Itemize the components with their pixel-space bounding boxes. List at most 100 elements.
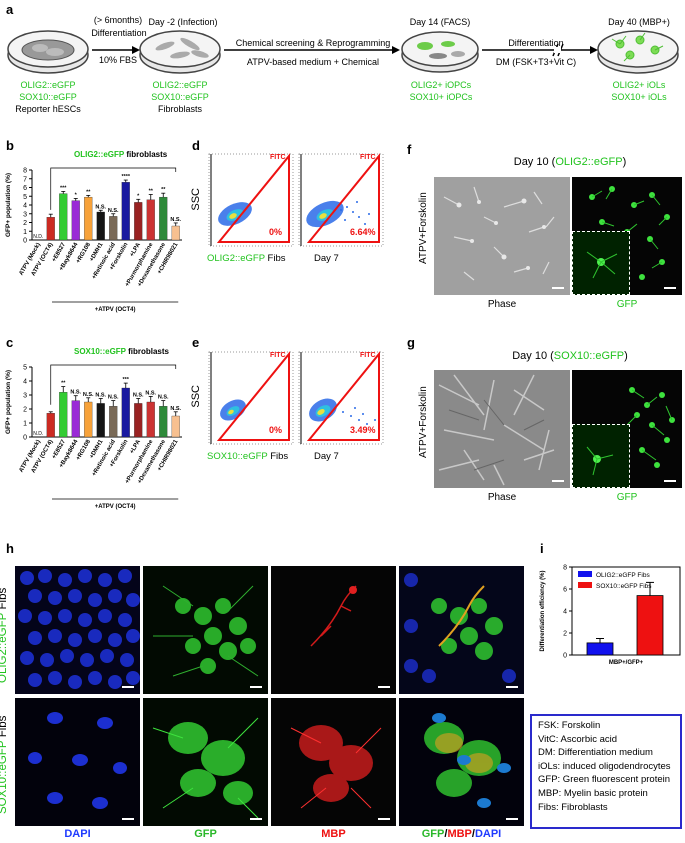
- scale-bar: [664, 287, 676, 289]
- bar: [46, 413, 55, 438]
- panel-label-g: g: [407, 335, 415, 350]
- bar: [134, 403, 143, 438]
- h-col-merge-label: GFP/MBP/DAPI: [421, 828, 502, 840]
- facs-e-plots: [208, 351, 384, 445]
- facs-e-right-label: Day 7: [314, 451, 339, 462]
- bar: [159, 196, 168, 241]
- abbrev-item: VitC: Ascorbic acid: [538, 733, 618, 745]
- panel-f-phase-label: Phase: [487, 299, 517, 310]
- bar: [84, 401, 93, 438]
- significance-label: ****: [121, 174, 130, 180]
- y-tick-label: 2: [563, 631, 567, 638]
- y-tick-label: 2: [23, 407, 27, 414]
- panel-label-h: h: [6, 541, 14, 556]
- abbrev-item: FSK: Forskolin: [538, 720, 601, 731]
- significance-label: N.D.: [33, 234, 43, 240]
- y-tick-label: 1: [23, 229, 27, 236]
- bar: [96, 211, 105, 241]
- y-tick-label: 1: [23, 421, 27, 428]
- significance-label: N.S.: [170, 217, 181, 223]
- significance-label: ***: [123, 377, 130, 383]
- facs-e-left-label: SOX10::eGFP Fibs: [207, 451, 289, 462]
- abbrev-item: GFP: Green fluorescent protein: [538, 774, 671, 786]
- panel-g-phase-image: [434, 370, 570, 488]
- y-tick-label: 4: [23, 379, 27, 386]
- y-tick-label: 6: [563, 587, 567, 594]
- dish-hescs: [7, 30, 89, 74]
- significance-label: **: [149, 189, 154, 195]
- scale-bar: [552, 287, 564, 289]
- bar: [59, 392, 68, 438]
- y-axis-label: Differentiation efficiency (%): [540, 570, 546, 651]
- legend-swatch: [578, 582, 592, 588]
- bar: [146, 401, 155, 438]
- h-sox10-gfp-image: [143, 698, 268, 826]
- h-olig2-gfp-image: [143, 566, 268, 694]
- facs-d-pct-right: 6.64%: [350, 227, 376, 237]
- significance-label: N.S.: [70, 390, 81, 396]
- step2-olig2: OLIG2::eGFP: [152, 80, 208, 90]
- step3-title: Day 14 (FACS): [409, 17, 471, 27]
- y-tick-label: 8: [563, 565, 567, 572]
- h-olig2-dapi-image: [15, 566, 140, 694]
- legend-label: SOX10::eGFP Fibs: [596, 583, 652, 590]
- step2-cells: Fibroblasts: [157, 104, 202, 114]
- significance-label: N.S.: [108, 208, 119, 214]
- legend-label: OLIG2::eGFP Fibs: [596, 572, 650, 579]
- significance-label: **: [161, 187, 166, 193]
- h-sox10-merge-image: [399, 698, 524, 826]
- panel-h-row2-label: SOX10::eGFP Fibs: [0, 715, 9, 815]
- bar: [71, 400, 80, 438]
- y-tick-label: 7: [23, 176, 27, 183]
- significance-label: N.S.: [95, 204, 106, 210]
- y-tick-label: 3: [23, 211, 27, 218]
- significance-label: **: [61, 381, 66, 387]
- step4-sox10: SOX10+ iOLs: [611, 92, 667, 102]
- bar: [171, 225, 180, 241]
- bar: [134, 202, 143, 241]
- y-tick-label: 6: [23, 185, 27, 192]
- panel-label-a: a: [6, 2, 14, 17]
- bar: [96, 403, 105, 438]
- panel-g-side-label: ATPV+Forskolin: [418, 386, 429, 458]
- facs-d-gate-right: FITC: [360, 154, 376, 161]
- bar: [636, 595, 664, 656]
- scale-bar: [122, 686, 134, 688]
- significance-label: *: [137, 193, 140, 199]
- significance-label: *: [75, 192, 78, 198]
- start-sox10: SOX10::eGFP: [19, 92, 77, 102]
- bar: [109, 216, 118, 241]
- facs-d-right-label: Day 7: [314, 253, 339, 264]
- scale-bar: [552, 480, 564, 482]
- dish-iopcs: [401, 31, 479, 73]
- significance-label: N.S.: [158, 395, 169, 401]
- panel-f-gfp-image: [572, 177, 682, 295]
- scale-bar: [122, 818, 134, 820]
- y-tick-label: 0: [23, 238, 27, 245]
- start-cells: Reporter hESCs: [15, 104, 81, 114]
- panel-g-inset: [572, 424, 630, 488]
- chart-c-title: SOX10::eGFP fibroblasts: [74, 347, 169, 356]
- group-label: +ATPV (OCT4): [95, 504, 136, 510]
- panel-label-d: d: [192, 138, 200, 153]
- scale-bar: [250, 818, 262, 820]
- y-tick-label: 2: [23, 220, 27, 227]
- step1-process: Differentiation: [91, 28, 147, 38]
- abbrev-item: iOLs: induced oligodendrocytes: [538, 760, 671, 772]
- y-tick-label: 5: [23, 365, 27, 372]
- step3-sox10: SOX10+ iOPCs: [409, 92, 473, 102]
- comparison-bracket: [50, 364, 177, 405]
- panel-f-phase-image: [434, 177, 570, 295]
- significance-label: N.S.: [145, 390, 156, 396]
- bar: [586, 642, 614, 656]
- y-tick-label: 0: [23, 435, 27, 442]
- x-axis-label: MBP+/GFP+: [609, 660, 644, 666]
- bar: [121, 182, 130, 241]
- h-col-mbp-label: MBP: [321, 828, 346, 840]
- significance-label: N.S.: [133, 393, 144, 399]
- dish-fibroblasts: [139, 30, 221, 74]
- facs-e-gate-right: FITC: [360, 352, 376, 359]
- panel-f-gfp-label: GFP: [616, 299, 638, 310]
- bar: [159, 406, 168, 438]
- significance-label: N.S.: [95, 393, 106, 399]
